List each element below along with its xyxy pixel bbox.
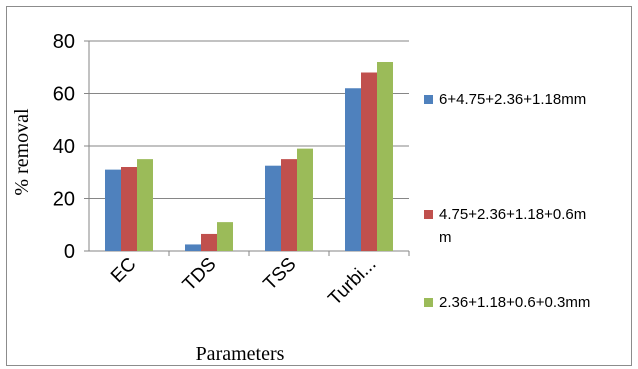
bar-tss-series-2	[281, 159, 297, 251]
bar-ec-series-1	[105, 169, 121, 251]
bar-turbi-series-2	[361, 72, 377, 251]
bar-tds-series-2	[201, 233, 217, 251]
legend-swatch-series-2	[424, 210, 433, 219]
bar-tds-series-1	[185, 244, 201, 251]
chart-frame: 0 20 40 60 80 EC TDS TSS Turbi... % removal Parame…	[6, 6, 632, 366]
bar-ec-series-2	[121, 167, 137, 251]
legend-swatch-series-1	[424, 95, 433, 104]
bar-chart: 0 20 40 60 80 EC TDS TSS Turbi... % removal Parame…	[11, 31, 590, 365]
bar-tss-series-1	[265, 165, 281, 251]
legend-label-series-3: 2.36+1.18+0.6+0.3mm	[439, 294, 590, 311]
bar-tss-series-3	[297, 148, 313, 251]
bar-turbi-series-1	[345, 88, 361, 251]
legend-label-series-2: m	[439, 229, 452, 246]
y-tick-label: 0	[64, 241, 75, 263]
y-axis-title: % removal	[11, 108, 33, 196]
category-label: Turbi...	[324, 254, 380, 310]
y-tick-label: 40	[53, 136, 75, 158]
legend-label-series-1: 6+4.75+2.36+1.18mm	[439, 91, 586, 108]
category-label: EC	[107, 254, 141, 288]
category-label: TSS	[260, 254, 301, 295]
legend-label-series-2: 4.75+2.36+1.18+0.6m	[439, 206, 586, 223]
bar-tds-series-3	[217, 222, 233, 251]
y-tick-label: 20	[53, 189, 75, 211]
bar-turbi-series-3	[377, 62, 393, 251]
category-label: TDS	[179, 254, 221, 296]
bar-ec-series-3	[137, 159, 153, 251]
legend-swatch-series-3	[424, 298, 433, 307]
x-axis-title: Parameters	[196, 343, 285, 365]
y-tick-label: 80	[53, 31, 75, 53]
y-tick-label: 60	[53, 84, 75, 106]
